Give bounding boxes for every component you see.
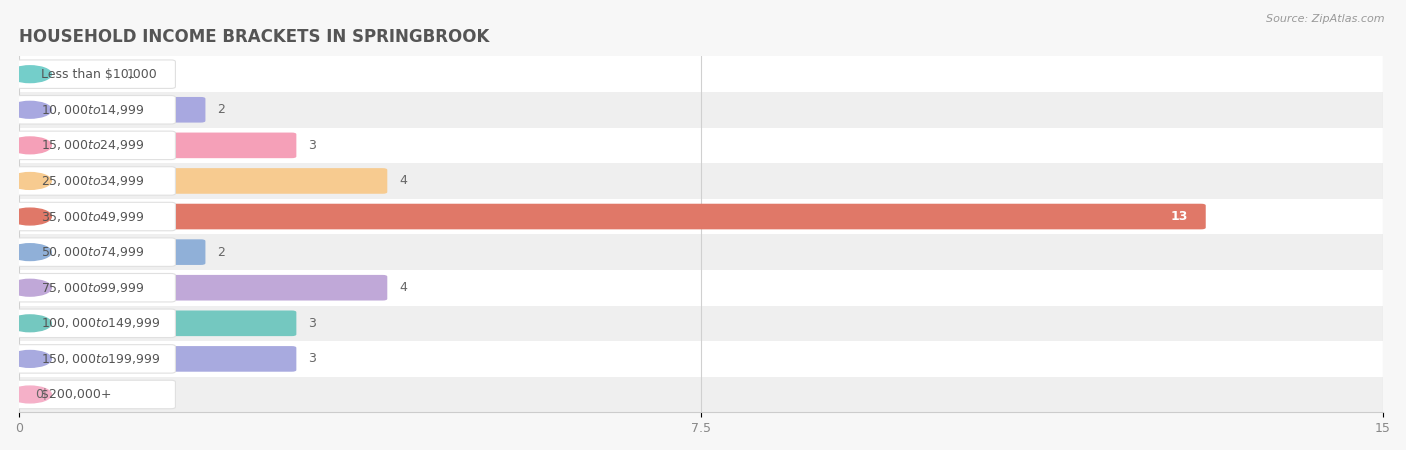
Circle shape xyxy=(8,244,52,261)
Text: $50,000 to $74,999: $50,000 to $74,999 xyxy=(41,245,145,259)
Text: 1: 1 xyxy=(127,68,134,81)
Bar xyxy=(20,341,1384,377)
FancyBboxPatch shape xyxy=(17,345,176,373)
Text: Source: ZipAtlas.com: Source: ZipAtlas.com xyxy=(1267,14,1385,23)
Bar xyxy=(20,306,1384,341)
Bar xyxy=(20,199,1384,234)
Bar xyxy=(20,56,1384,92)
FancyBboxPatch shape xyxy=(14,168,387,194)
FancyBboxPatch shape xyxy=(14,275,387,301)
Circle shape xyxy=(8,172,52,189)
Bar xyxy=(20,377,1384,412)
Circle shape xyxy=(8,315,52,332)
FancyBboxPatch shape xyxy=(17,95,176,124)
FancyBboxPatch shape xyxy=(17,60,176,88)
Bar xyxy=(20,270,1384,306)
Bar xyxy=(20,92,1384,127)
Circle shape xyxy=(8,386,52,403)
FancyBboxPatch shape xyxy=(14,239,205,265)
Circle shape xyxy=(8,101,52,118)
Text: $100,000 to $149,999: $100,000 to $149,999 xyxy=(41,316,160,330)
Circle shape xyxy=(8,137,52,154)
Bar xyxy=(20,127,1384,163)
FancyBboxPatch shape xyxy=(17,238,176,266)
Text: 2: 2 xyxy=(218,103,225,116)
Text: 3: 3 xyxy=(308,139,316,152)
Bar xyxy=(20,234,1384,270)
Text: $25,000 to $34,999: $25,000 to $34,999 xyxy=(41,174,145,188)
Text: $200,000+: $200,000+ xyxy=(41,388,111,401)
FancyBboxPatch shape xyxy=(14,346,297,372)
Text: 4: 4 xyxy=(399,175,406,188)
Circle shape xyxy=(8,208,52,225)
Text: HOUSEHOLD INCOME BRACKETS IN SPRINGBROOK: HOUSEHOLD INCOME BRACKETS IN SPRINGBROOK xyxy=(20,28,489,46)
Circle shape xyxy=(8,279,52,296)
FancyBboxPatch shape xyxy=(17,274,176,302)
FancyBboxPatch shape xyxy=(14,97,205,122)
Text: Less than $10,000: Less than $10,000 xyxy=(41,68,156,81)
FancyBboxPatch shape xyxy=(17,309,176,338)
Text: $35,000 to $49,999: $35,000 to $49,999 xyxy=(41,210,145,224)
Bar xyxy=(20,163,1384,199)
Text: $150,000 to $199,999: $150,000 to $199,999 xyxy=(41,352,160,366)
FancyBboxPatch shape xyxy=(17,380,176,409)
FancyBboxPatch shape xyxy=(17,202,176,231)
Circle shape xyxy=(8,66,52,82)
Text: 3: 3 xyxy=(308,317,316,330)
Text: $75,000 to $99,999: $75,000 to $99,999 xyxy=(41,281,145,295)
FancyBboxPatch shape xyxy=(17,166,176,195)
FancyBboxPatch shape xyxy=(14,204,1206,230)
Text: 13: 13 xyxy=(1170,210,1188,223)
FancyBboxPatch shape xyxy=(14,133,297,158)
FancyBboxPatch shape xyxy=(14,310,297,336)
Text: 2: 2 xyxy=(218,246,225,259)
Text: 3: 3 xyxy=(308,352,316,365)
Text: $15,000 to $24,999: $15,000 to $24,999 xyxy=(41,138,145,153)
Text: 0: 0 xyxy=(35,388,44,401)
FancyBboxPatch shape xyxy=(14,61,114,87)
Text: 4: 4 xyxy=(399,281,406,294)
Circle shape xyxy=(8,351,52,367)
FancyBboxPatch shape xyxy=(17,131,176,160)
Text: $10,000 to $14,999: $10,000 to $14,999 xyxy=(41,103,145,117)
